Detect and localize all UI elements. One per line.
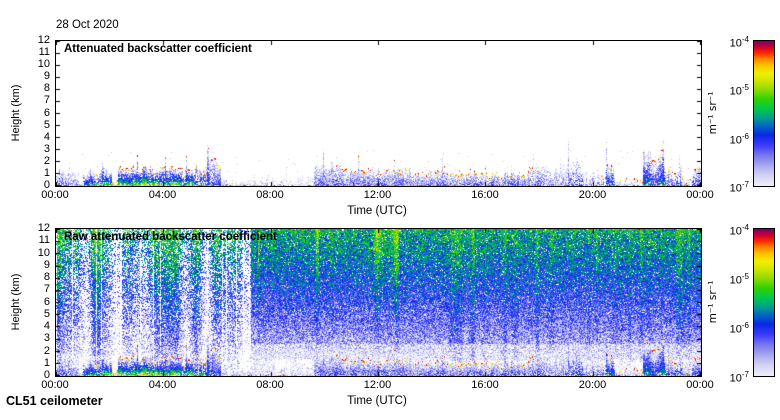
y-tick-label: 9: [43, 70, 50, 83]
y-tick-label: 11: [38, 234, 50, 247]
y-tick-label: 6: [43, 295, 50, 308]
y-tick-label: 10: [37, 58, 50, 71]
colorbar-tick-label: 10-7: [729, 370, 749, 385]
colorbar-tick-label: 10-5: [729, 272, 749, 287]
colorbar-tick-label: 10-7: [729, 180, 749, 195]
y-tick-label: 4: [43, 320, 50, 332]
colorbar-tick-label: 10-4: [729, 223, 749, 238]
y-tick-label: 4: [43, 130, 50, 143]
raw-x-axis-label: Time (UTC): [347, 395, 407, 407]
date-label: 28 Oct 2020: [56, 19, 119, 31]
x-tick-label: 08:00: [256, 189, 284, 201]
y-tick-label: 7: [43, 283, 50, 296]
x-tick-label: 12:00: [363, 189, 392, 201]
y-tick-label: 3: [43, 332, 50, 345]
processed-x-axis-label: Time (UTC): [347, 205, 407, 217]
x-tick-label: 04:00: [148, 379, 177, 391]
x-tick-label: 00:00: [41, 379, 69, 391]
processed-backscatter-heatmap: [56, 41, 701, 186]
colorbar-tick-label: 10-6: [729, 321, 749, 336]
x-tick-label: 08:00: [256, 379, 284, 391]
y-tick-label: 1: [43, 166, 50, 179]
y-tick-label: 12: [37, 222, 50, 234]
y-tick-label: 11: [38, 46, 50, 59]
raw-backscatter-heatmap: [56, 229, 701, 376]
x-tick-label: 00:00: [686, 189, 714, 201]
raw-y-axis-label: Height (km): [10, 273, 22, 331]
y-tick-label: 2: [43, 344, 50, 357]
x-tick-label: 16:00: [471, 379, 499, 391]
x-tick-label: 12:00: [363, 379, 392, 391]
processed-colorbar: [753, 40, 775, 187]
raw-colorbar: [753, 228, 775, 377]
raw-panel-title: Raw attenuated backscatter coefficient: [64, 231, 277, 243]
instrument-label: CL51 ceilometer: [6, 394, 103, 408]
x-tick-label: 00:00: [686, 379, 714, 391]
processed-backscatter-panel: [55, 40, 702, 187]
y-tick-label: 5: [43, 118, 50, 131]
y-tick-label: 7: [43, 94, 50, 107]
y-tick-label: 1: [43, 356, 50, 369]
raw-backscatter-panel: [55, 228, 702, 377]
y-tick-label: 6: [43, 106, 50, 119]
y-tick-label: 12: [37, 34, 50, 46]
raw-colorbar-gradient: [754, 229, 774, 376]
colorbar-tick-label: 10-5: [729, 83, 749, 98]
processed-panel-title: Attenuated backscatter coefficient: [64, 43, 252, 55]
x-tick-label: 20:00: [578, 189, 607, 201]
x-tick-label: 20:00: [578, 379, 607, 391]
processed-colorbar-gradient: [754, 41, 774, 186]
x-tick-label: 00:00: [41, 189, 69, 201]
y-tick-label: 3: [43, 142, 50, 155]
x-tick-label: 16:00: [471, 189, 499, 201]
y-tick-label: 8: [43, 271, 50, 283]
y-tick-label: 0: [43, 179, 50, 191]
processed-y-axis-label: Height (km): [10, 84, 22, 142]
y-tick-label: 5: [43, 307, 50, 320]
y-tick-label: 8: [43, 82, 50, 95]
colorbar-tick-label: 10-4: [729, 35, 749, 50]
y-tick-label: 2: [43, 154, 50, 167]
y-tick-label: 9: [43, 258, 50, 271]
y-tick-label: 10: [37, 246, 50, 259]
x-tick-label: 04:00: [148, 189, 177, 201]
colorbar-tick-label: 10-6: [729, 131, 749, 147]
y-tick-label: 0: [43, 369, 50, 381]
